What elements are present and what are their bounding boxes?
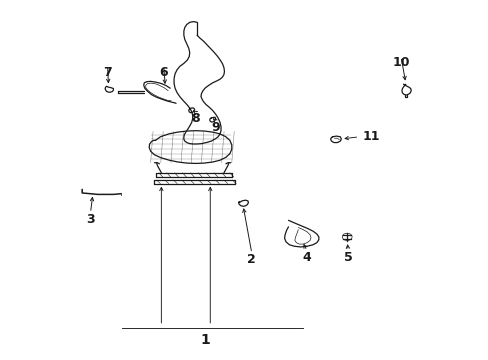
Text: 2: 2: [247, 253, 256, 266]
Text: 1: 1: [200, 333, 210, 347]
Text: 11: 11: [362, 130, 380, 143]
Text: 9: 9: [211, 121, 220, 134]
Text: 5: 5: [343, 251, 352, 264]
Text: 7: 7: [103, 66, 112, 78]
Text: 6: 6: [159, 66, 168, 79]
Text: 8: 8: [191, 112, 200, 125]
Text: 3: 3: [86, 213, 95, 226]
Text: 4: 4: [302, 251, 311, 264]
Text: 10: 10: [391, 57, 409, 69]
